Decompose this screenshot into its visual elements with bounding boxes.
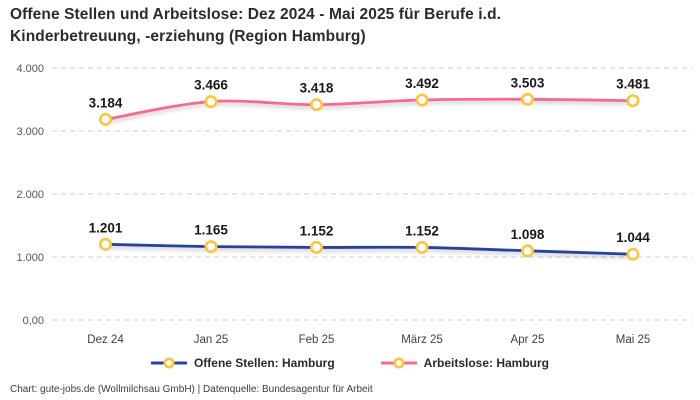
y-axis-tick-label: 0,00 (23, 315, 44, 327)
data-point-marker[interactable] (99, 112, 113, 126)
data-point-marker[interactable] (626, 247, 640, 261)
x-axis-tick-label: Feb 25 (299, 334, 335, 346)
data-point-marker[interactable] (309, 240, 323, 254)
x-axis-tick-label: Dez 24 (87, 334, 124, 346)
data-point-label: 1.201 (89, 220, 123, 235)
data-point-label: 3.503 (511, 75, 545, 90)
data-point-marker[interactable] (415, 93, 429, 107)
legend-line-marker-icon (150, 357, 187, 369)
data-point-marker[interactable] (520, 92, 534, 106)
legend-line-marker-icon (380, 357, 417, 369)
data-point-marker[interactable] (309, 98, 323, 112)
data-point-label: 3.466 (194, 78, 228, 93)
data-point-label: 1.098 (511, 227, 545, 242)
data-point-marker[interactable] (204, 240, 218, 254)
data-point-label: 3.492 (405, 76, 439, 91)
data-point-label: 1.044 (616, 230, 650, 245)
chart-legend: Offene Stellen: Hamburg Arbeitslose: Ham… (0, 356, 700, 370)
data-point-marker[interactable] (415, 240, 429, 254)
data-point-label: 1.152 (405, 223, 439, 238)
legend-label: Offene Stellen: Hamburg (193, 356, 335, 370)
x-axis-tick-label: Mai 25 (616, 334, 651, 346)
data-point-marker[interactable] (520, 244, 534, 258)
data-point-label: 3.481 (616, 77, 650, 92)
legend-item-arbeitslose[interactable]: Arbeitslose: Hamburg (380, 356, 550, 370)
data-point-label: 1.165 (194, 223, 228, 238)
x-axis-tick-label: Jan 25 (194, 334, 229, 346)
data-point-label: 3.418 (300, 81, 334, 96)
x-axis-tick-label: Apr 25 (511, 334, 545, 346)
data-point-marker[interactable] (626, 94, 640, 108)
x-axis-tick-label: März 25 (401, 334, 443, 346)
y-axis-tick-label: 3.000 (16, 126, 44, 138)
legend-item-offene-stellen[interactable]: Offene Stellen: Hamburg (150, 356, 335, 370)
data-point-marker[interactable] (99, 237, 113, 251)
series-line-offene-stellen-hamburg (104, 242, 635, 256)
line-chart-plot: 0,00 1.000 2.000 3.000 4.000 Dez 24 Jan 25 Feb … (16, 63, 692, 346)
data-point-marker[interactable] (204, 95, 218, 109)
data-point-label: 1.152 (300, 223, 334, 238)
data-point-label: 3.184 (89, 95, 123, 110)
legend-label: Arbeitslose: Hamburg (423, 356, 550, 370)
y-axis-tick-label: 4.000 (16, 63, 44, 75)
chart-credit: Chart: gute-jobs.de (Wollmilchsau GmbH) … (10, 384, 373, 395)
chart-title: Offene Stellen und Arbeitslose: Dez 2024… (10, 6, 502, 45)
y-axis-tick-label: 1.000 (16, 252, 44, 264)
series-line-arbeitslose-hamburg (104, 97, 635, 121)
y-axis-tick-label: 2.000 (16, 189, 44, 201)
